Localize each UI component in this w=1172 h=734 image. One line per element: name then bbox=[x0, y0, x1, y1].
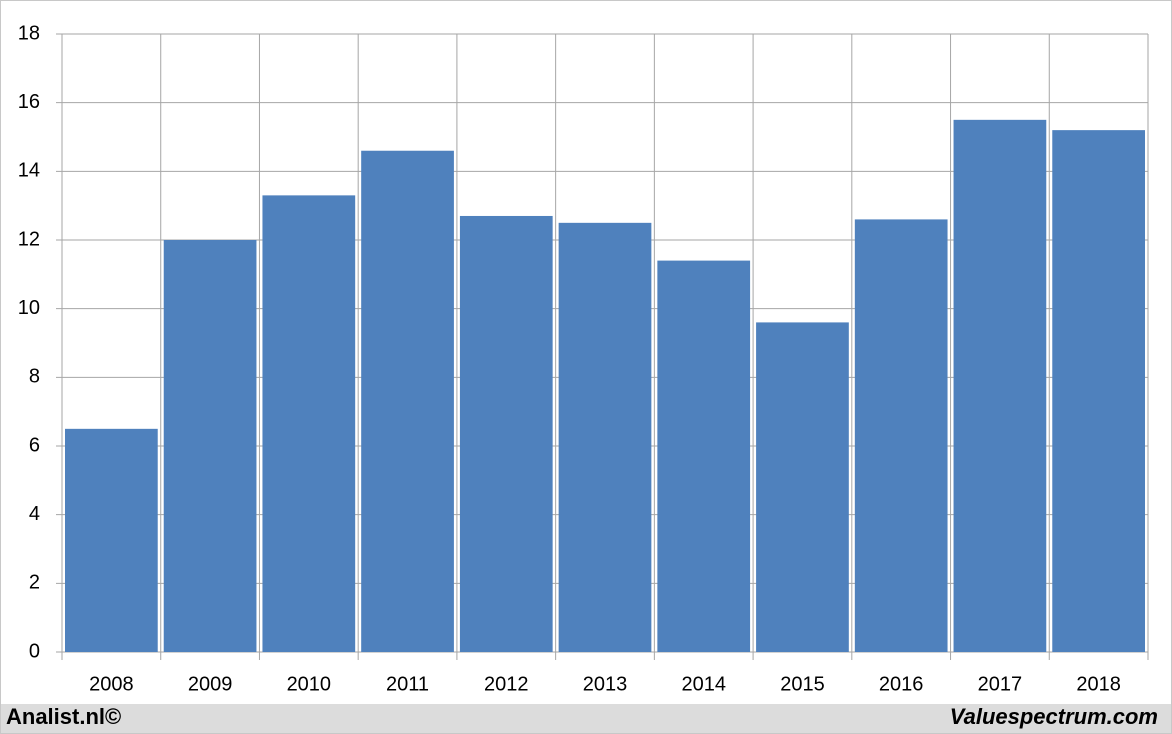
bar bbox=[854, 219, 948, 652]
y-tick-label: 6 bbox=[29, 434, 40, 456]
x-tick-label: 2018 bbox=[1076, 673, 1121, 695]
y-tick-label: 14 bbox=[18, 160, 40, 182]
y-tick-label: 0 bbox=[29, 640, 40, 662]
bar bbox=[459, 215, 553, 652]
bar bbox=[756, 322, 849, 652]
bar bbox=[1052, 130, 1145, 653]
footer-bar bbox=[1, 704, 1171, 733]
bar bbox=[953, 119, 1047, 653]
x-tick-label: 2014 bbox=[681, 673, 726, 695]
y-tick-label: 10 bbox=[18, 297, 40, 319]
x-tick-label: 2011 bbox=[386, 673, 429, 695]
bar bbox=[558, 222, 652, 653]
bar bbox=[163, 240, 257, 652]
y-tick-label: 4 bbox=[29, 503, 40, 525]
footer-right: Valuespectrum.com bbox=[950, 704, 1158, 729]
x-tick-label: 2016 bbox=[879, 673, 924, 695]
bar bbox=[657, 260, 751, 652]
bar bbox=[262, 195, 356, 652]
y-tick-label: 18 bbox=[18, 22, 40, 44]
x-tick-label: 2012 bbox=[484, 673, 529, 695]
x-tick-label: 2010 bbox=[287, 673, 332, 695]
y-tick-label: 16 bbox=[18, 91, 40, 113]
x-tick-label: 2013 bbox=[583, 673, 628, 695]
y-tick-label: 2 bbox=[29, 572, 40, 594]
x-tick-label: 2009 bbox=[188, 673, 233, 695]
x-tick-label: 2017 bbox=[978, 673, 1023, 695]
x-tick-label: 2008 bbox=[89, 673, 134, 695]
footer-left: Analist.nl© bbox=[6, 704, 121, 729]
bar bbox=[361, 150, 454, 652]
bar bbox=[65, 428, 158, 652]
x-tick-label: 2015 bbox=[780, 673, 825, 695]
y-tick-label: 8 bbox=[29, 366, 40, 388]
y-tick-label: 12 bbox=[18, 228, 40, 250]
